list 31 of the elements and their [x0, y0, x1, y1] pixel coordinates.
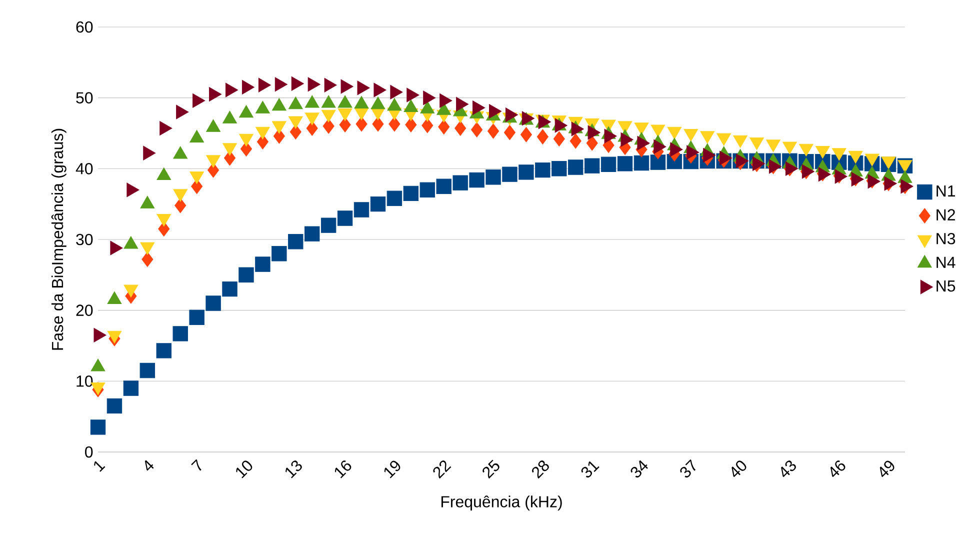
x-tick-label: 43	[781, 460, 796, 478]
x-tick-label: 19	[384, 460, 400, 478]
x-tick-label: 28	[532, 460, 549, 479]
x-tick-label: 49	[880, 460, 894, 478]
y-tick-label: 20	[76, 304, 93, 316]
x-tick-label: 25	[482, 460, 500, 479]
x-tick-label: 31	[581, 461, 600, 478]
x-tick-label: 13	[286, 460, 302, 478]
x-tick-label: 16	[334, 460, 352, 478]
x-tick-label: 10	[236, 460, 252, 478]
legend-label: N2	[936, 209, 955, 220]
x-tick-label: 34	[630, 460, 648, 478]
x-axis-title: Frequência (kHz)	[441, 496, 562, 511]
x-tick-label: 40	[732, 460, 746, 478]
legend-label: N1	[936, 185, 955, 196]
x-tick-label: 4	[144, 460, 154, 471]
y-tick-label: 50	[76, 92, 93, 104]
y-tick-label: 40	[76, 163, 93, 174]
y-tick-label: 60	[76, 21, 93, 33]
y-tick-label: 10	[76, 375, 93, 387]
x-tick-label: 37	[680, 459, 696, 478]
legend-label: N3	[936, 232, 956, 244]
legend-label: N4	[936, 256, 956, 268]
x-tick-label: 22	[433, 460, 452, 479]
y-axis-title: Fase da BioImpedância (graus)	[51, 128, 66, 350]
y-tick-label: 30	[76, 234, 93, 246]
legend-label: N5	[936, 280, 956, 292]
y-tick-label: 0	[85, 446, 93, 458]
x-tick-label: 46	[830, 460, 846, 478]
x-tick-label: 1	[94, 461, 106, 472]
x-tick-label: 7	[191, 459, 202, 471]
